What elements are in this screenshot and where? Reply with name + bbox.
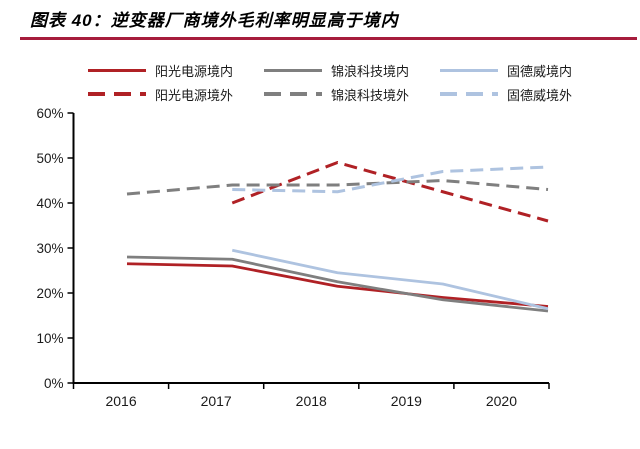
title-underline: [20, 37, 637, 40]
x-axis-category-label: 2019: [391, 393, 422, 409]
legend-label: 固德威境内: [507, 63, 573, 79]
line-chart: 0% 10% 20% 30% 40% 50% 60% 2016 2017 2018 2019 2020: [36, 106, 550, 409]
chart-legend: 阳光电源境内 锦浪科技境内 固德威境内 阳光电源境外 锦浪科技境外 固德威境外: [88, 58, 610, 106]
legend-item: 锦浪科技境外: [264, 85, 440, 104]
legend-item: 阳光电源境外: [88, 85, 264, 104]
y-axis-tick-label: 40%: [36, 196, 63, 211]
y-axis-tick-label: 30%: [36, 241, 63, 256]
axis-lines: [72, 113, 549, 384]
series-line-阳光电源境内: [126, 262, 549, 308]
x-axis-category-label: 2017: [201, 393, 232, 409]
legend-item: 锦浪科技境内: [264, 61, 440, 80]
x-axis-category-label: 2016: [105, 393, 136, 409]
figure-title: 图表 40：逆变器厂商境外毛利率明显高于境内: [30, 11, 399, 30]
legend-item: 阳光电源境内: [88, 61, 264, 80]
series-line-阳光电源境外: [231, 161, 549, 223]
y-axis-tick-label: 10%: [36, 331, 63, 346]
x-axis-category-label: 2020: [486, 393, 517, 409]
legend-label: 锦浪科技境内: [331, 63, 410, 79]
y-axis-tick-label: 50%: [36, 151, 63, 166]
series-line-固德威境外: [232, 165, 549, 194]
series-line-锦浪科技境内: [126, 255, 549, 313]
legend-line-swatch: [88, 92, 146, 96]
legend-label: 固德威境外: [507, 87, 573, 103]
legend-label: 锦浪科技境外: [331, 87, 410, 103]
legend-item: 固德威境内: [440, 61, 610, 80]
legend-label: 阳光电源境内: [155, 63, 234, 79]
legend-line-swatch: [264, 92, 322, 96]
legend-item: 固德威境外: [440, 85, 610, 104]
y-axis-tick-label: 20%: [36, 286, 63, 301]
legend-label: 阳光电源境外: [155, 87, 234, 103]
legend-line-swatch: [440, 92, 498, 96]
y-axis-tick-label: 0%: [44, 376, 64, 391]
x-axis-category-label: 2018: [296, 393, 327, 409]
series-line-固德威境内: [231, 248, 549, 311]
y-axis-tick-label: 60%: [36, 106, 63, 121]
series-line-锦浪科技境外: [126, 179, 549, 196]
legend-line-swatch: [440, 68, 498, 72]
legend-line-swatch: [264, 68, 322, 72]
legend-line-swatch: [88, 68, 146, 72]
